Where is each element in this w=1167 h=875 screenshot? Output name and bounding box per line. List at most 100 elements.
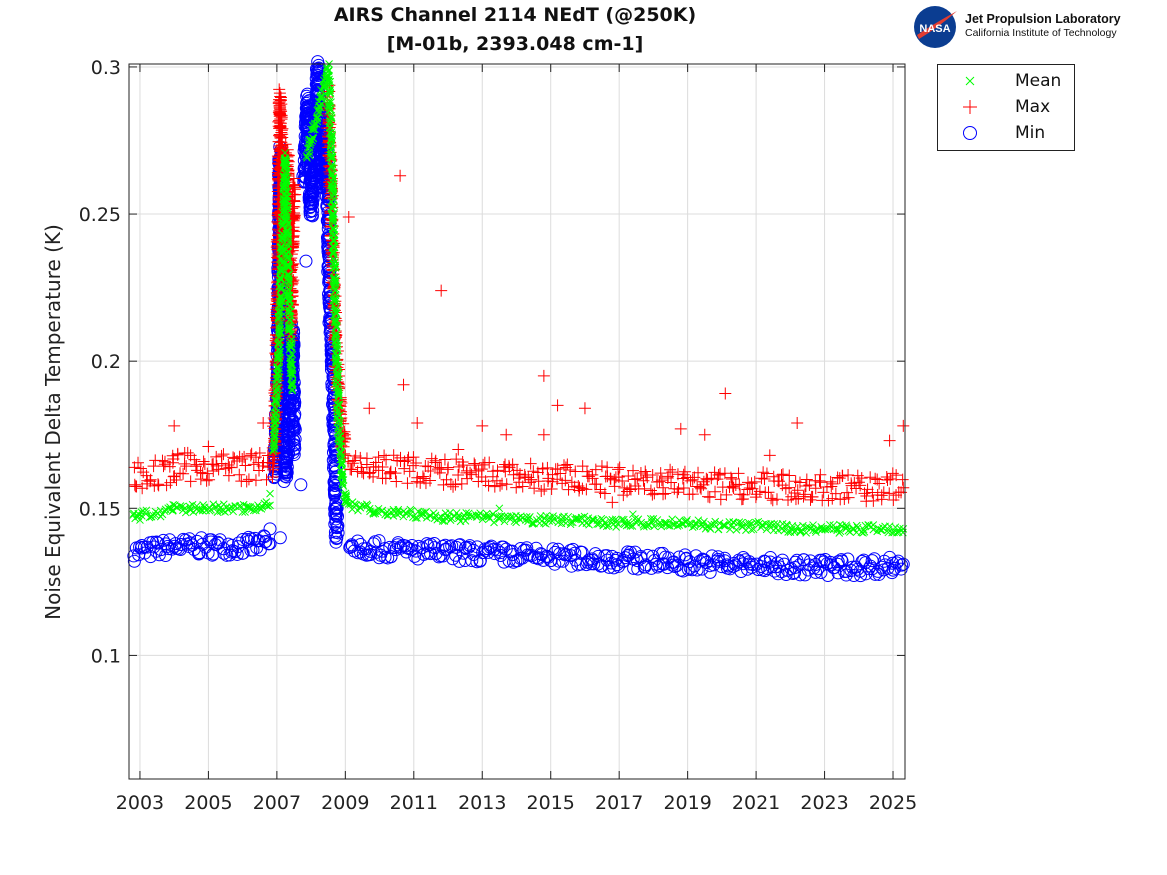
max-point (800, 473, 813, 486)
max-point (537, 428, 550, 441)
max-point (881, 474, 894, 487)
mean-point (280, 156, 289, 165)
mean-point (407, 506, 416, 515)
max-point (806, 490, 819, 503)
y-tick-label: 0.15 (79, 498, 121, 520)
mean-point (580, 512, 589, 521)
y-axis-label: Noise Equivalent Delta Temperature (K) (41, 224, 65, 620)
min-point (733, 555, 747, 569)
y-tick-label: 0.25 (79, 204, 121, 226)
max-point (875, 489, 888, 502)
max-point (646, 488, 659, 501)
min-point (331, 509, 345, 523)
max-point (860, 490, 873, 503)
mean-point (313, 114, 322, 123)
mean-point (804, 523, 813, 532)
mean-point (699, 519, 707, 528)
max-point (527, 465, 540, 478)
max-point (188, 453, 201, 466)
min-point (287, 433, 301, 447)
mean-point (884, 528, 893, 537)
max-point (718, 467, 731, 480)
max-point (249, 474, 262, 487)
max-point (557, 459, 570, 472)
min-point (330, 521, 344, 535)
legend: Mean Max Min (937, 64, 1075, 151)
min-point (788, 555, 802, 569)
mean-point (338, 480, 347, 489)
mean-point (572, 515, 581, 524)
mean-point (277, 283, 286, 292)
mean-point (333, 427, 342, 436)
mean-point (287, 317, 295, 326)
mean-point (328, 152, 336, 160)
mean-point (371, 509, 380, 518)
mean-point (181, 508, 190, 517)
max-point (613, 461, 626, 474)
min-point (867, 552, 881, 566)
max-point (641, 471, 654, 484)
mean-point (337, 442, 346, 450)
mean-point (325, 107, 333, 116)
max-point (559, 474, 572, 487)
mean-point (192, 505, 201, 514)
x-tick-label: 2011 (390, 792, 438, 814)
min-point (845, 560, 859, 574)
max-point (438, 453, 451, 466)
max-point (608, 480, 621, 493)
min-point (641, 548, 655, 562)
x-tick-label: 2025 (869, 792, 917, 814)
mean-point (461, 516, 470, 525)
max-point (741, 483, 754, 496)
max-point (528, 482, 541, 495)
mean-point (327, 162, 335, 171)
max-point (418, 472, 431, 485)
mean-point (329, 192, 337, 201)
max-point (202, 440, 215, 453)
max-point (580, 465, 593, 478)
max-point (864, 471, 877, 484)
mean-point (282, 213, 291, 221)
max-point (825, 480, 838, 493)
nasa-badge-text: NASA (919, 23, 950, 35)
max-point (880, 470, 893, 483)
y-tick-label: 0.1 (91, 645, 121, 667)
min-point (591, 549, 605, 563)
max-point (886, 467, 899, 480)
mean-point (332, 377, 340, 386)
max-point (831, 471, 844, 484)
min-point (329, 501, 343, 515)
max-point (476, 419, 489, 432)
x-tick-label: 2015 (527, 792, 575, 814)
mean-point (823, 525, 832, 533)
mean-point (287, 342, 296, 351)
max-point (659, 487, 672, 500)
min-point (286, 419, 300, 433)
max-point (128, 478, 141, 491)
mean-point (257, 505, 266, 513)
mean-point (326, 117, 334, 125)
max-point (595, 460, 608, 473)
mean-point (673, 522, 682, 530)
min-point (854, 569, 868, 583)
max-point (503, 461, 516, 474)
min-point (288, 398, 302, 412)
max-point (755, 472, 768, 485)
max-point (274, 130, 287, 143)
mean-point (325, 105, 334, 114)
mean-point (337, 452, 346, 461)
mean-point (332, 356, 340, 365)
max-point (449, 478, 462, 491)
mean-point (333, 344, 342, 352)
max-point (813, 474, 826, 487)
max-point (429, 454, 442, 467)
min-point (311, 55, 325, 69)
mean-point (328, 242, 337, 251)
max-point (288, 194, 301, 207)
min-point (720, 558, 734, 572)
min-point (546, 542, 560, 556)
mean-point (326, 88, 335, 97)
mean-point (489, 510, 497, 518)
x-tick-label: 2021 (732, 792, 780, 814)
max-point (394, 169, 407, 182)
